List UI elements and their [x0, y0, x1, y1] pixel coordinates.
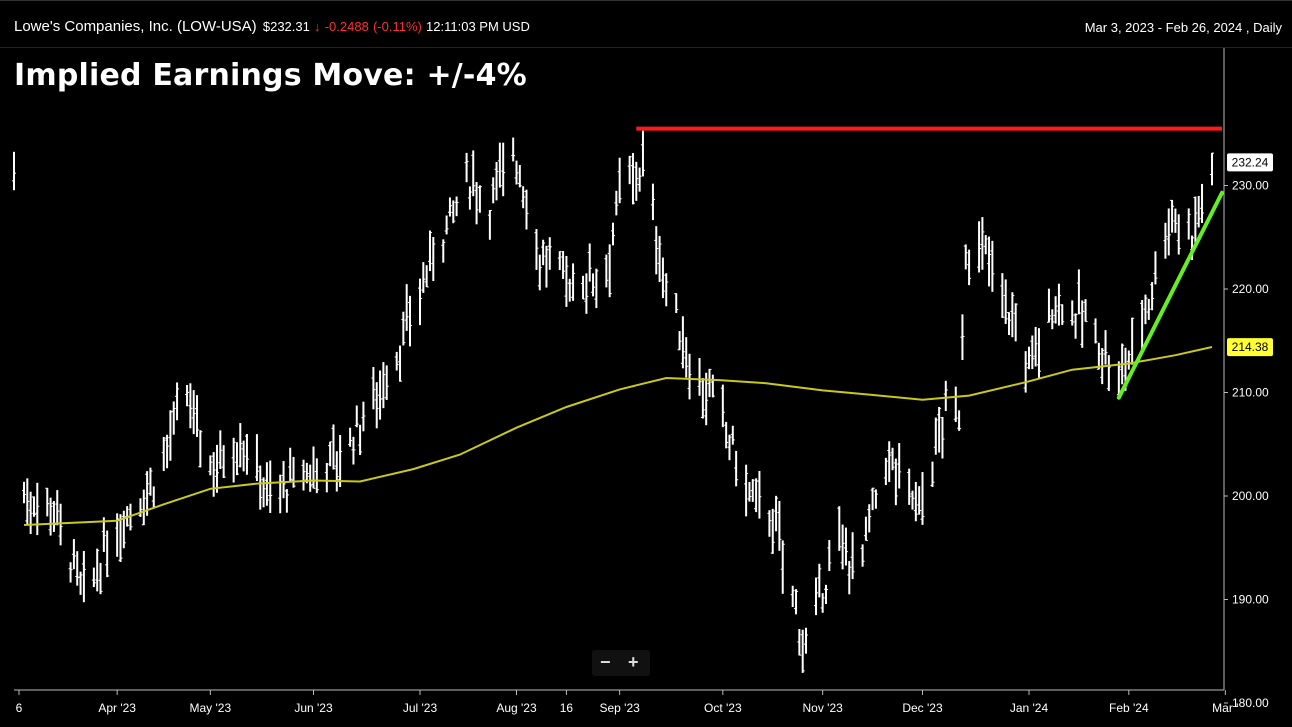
support-trendline: [1116, 190, 1224, 400]
headline-title: Implied Earnings Move: +/-4%: [14, 58, 527, 93]
moving-average-line: [23, 346, 1213, 526]
y-tick-label: 230.00: [1232, 179, 1269, 193]
y-tick-label: 190.00: [1232, 593, 1269, 607]
x-tick-label: 6: [16, 701, 23, 715]
x-tick-label: Jul '23: [403, 701, 438, 715]
price-change-percent: (-0.11%): [372, 19, 422, 34]
x-tick-label: Oct '23: [704, 701, 742, 715]
y-tick-label: 180.00: [1232, 696, 1269, 710]
ma-value-label: 214.38: [1232, 340, 1269, 354]
ticker-symbol: (LOW-USA): [176, 18, 257, 35]
x-tick-label: Feb '24: [1109, 701, 1149, 715]
zoom-control: − +: [592, 650, 650, 676]
x-tick-label: Nov '23: [803, 701, 844, 715]
arrow-down-icon: ↓: [314, 19, 321, 34]
quote-time: 12:11:03 PM USD: [426, 19, 530, 34]
last-price-label: 232.24: [1232, 155, 1269, 169]
y-tick-label: 210.00: [1232, 386, 1269, 400]
x-tick-label: May '23: [190, 701, 232, 715]
y-tick-label: 200.00: [1232, 489, 1269, 503]
date-range: Mar 3, 2023 - Feb 26, 2024 , Daily: [1084, 20, 1282, 35]
price-change: -0.2488: [324, 19, 369, 34]
ma-value-badge: [1227, 338, 1273, 357]
x-tick-label: 16: [560, 701, 574, 715]
zoom-out-button[interactable]: −: [600, 652, 611, 672]
zoom-in-button[interactable]: +: [628, 652, 639, 672]
x-tick-label: Jan '24: [1010, 701, 1049, 715]
x-tick-label: Jun '23: [294, 701, 333, 715]
x-tick-label: Apr '23: [98, 701, 136, 715]
x-tick-label: Sep '23: [599, 701, 640, 715]
chart-header-bar: Lowe's Companies, Inc. (LOW-USA) $232.31…: [0, 0, 1292, 48]
last-price-badge: [1227, 153, 1273, 172]
x-tick-label: Dec '23: [902, 701, 943, 715]
ticker-line: Lowe's Companies, Inc. (LOW-USA) $232.31…: [14, 18, 530, 35]
x-tick-label: Aug '23: [496, 701, 537, 715]
y-tick-label: 220.00: [1232, 282, 1269, 296]
x-tick-label: Mar ': [1212, 701, 1238, 715]
company-name: Lowe's Companies, Inc.: [14, 18, 173, 35]
last-price: $232.31: [262, 19, 310, 34]
